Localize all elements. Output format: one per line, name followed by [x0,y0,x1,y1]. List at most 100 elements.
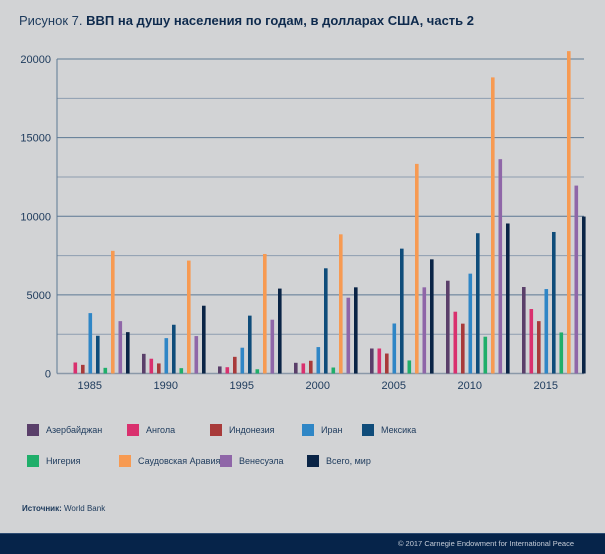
legend-item: Ангола [127,424,175,436]
bar-2000-5 [331,367,336,374]
bar-1990-7 [194,336,199,374]
legend-swatch [362,424,374,436]
legend-swatch [302,424,314,436]
legend-swatch [119,455,131,467]
bar-2005-2 [385,353,389,374]
x-tick-label: 1990 [154,380,178,392]
bar-2005-6 [415,163,419,374]
bar-2010-6 [491,77,495,374]
bar-1985-7 [118,321,123,374]
bar-1995-1 [225,367,230,374]
bar-2015-1 [529,309,534,374]
legend-item: Нигерия [27,455,81,467]
bar-2015-4 [552,231,556,374]
bar-1995-6 [263,253,267,374]
legend-swatch [220,455,232,467]
bar-2010-4 [476,233,480,374]
legend-item: Всего, мир [307,455,371,467]
x-axis-ticks: 1985 1990 1995 2000 2005 2010 2015 [78,380,558,392]
bar-1990-8 [202,305,206,374]
x-tick-label: 2010 [458,380,482,392]
y-tick-label: 5000 [27,290,51,302]
bar-2000-8 [354,287,358,374]
legend-item: Саудовская Аравия [119,455,220,467]
figure-number: Рисунок 7. [19,13,83,28]
bar-2015-6 [567,51,571,374]
y-tick-label: 20000 [20,54,51,66]
bar-2010-5 [483,336,488,374]
legend-swatch [210,424,222,436]
bar-2005-7 [422,287,427,374]
x-tick-label: 1985 [78,380,102,392]
bar-1995-8 [278,288,282,374]
bar-1990-2 [157,363,161,374]
bar-1990-4 [172,324,176,374]
bar-2010-1 [453,311,458,374]
bar-2000-4 [324,268,328,374]
figure-title: ВВП на душу населения по годам, в доллар… [86,13,474,28]
bar-2010-2 [461,323,465,374]
bar-1990-5 [179,368,184,374]
legend-item: Венесуэла [220,455,284,467]
bar-2010-3 [468,273,473,374]
x-tick-label: 2015 [534,380,558,392]
legend-label: Индонезия [229,425,275,435]
footer-bar: © 2017 Carnegie Endowment for Internatio… [0,533,605,554]
legend-label: Всего, мир [326,456,371,466]
bar-2015-5 [559,332,564,374]
bar-2015-7 [574,185,579,374]
bar-1990-1 [149,358,154,374]
bars [73,51,586,374]
bar-2015-2 [537,321,541,374]
bar-1995-4 [248,315,252,374]
bar-2000-6 [339,234,343,374]
bar-2015-3 [544,289,549,374]
legend-swatch [27,424,39,436]
copyright-text: © 2017 Carnegie Endowment for Internatio… [397,539,574,548]
bar-1995-7 [270,319,275,374]
x-tick-label: 1995 [230,380,254,392]
bar-1985-6 [111,250,115,374]
bar-2010-7 [498,159,503,374]
y-axis-ticks: 0 5000 10000 15000 20000 [20,54,51,381]
legend-label: Ангола [146,425,176,435]
legend-label: Иран [321,425,343,435]
bar-chart: 0 5000 10000 15000 20000 1985 1990 1995 2000 200… [20,51,586,392]
bar-1995-2 [233,356,237,374]
legend-label: Мексика [381,425,417,435]
legend-label: Саудовская Аравия [138,456,221,466]
legend-item: Мексика [362,424,416,436]
bar-1985-1 [73,362,78,374]
bar-2005-1 [377,348,382,374]
bar-2005-0 [370,348,374,374]
bar-2000-2 [309,360,313,374]
bar-1995-5 [255,369,260,374]
bar-2000-1 [301,363,306,374]
source-label: Источник: [22,504,62,513]
bar-2005-5 [407,360,412,374]
bar-2010-8 [506,223,510,374]
bar-1995-0 [218,366,222,374]
bar-2000-7 [346,297,351,374]
bar-2000-3 [316,347,321,374]
legend-item: Азербайджан [27,424,102,436]
y-tick-label: 0 [45,369,51,381]
bar-2010-0 [446,280,450,374]
source-note: Источник: World Bank [22,504,105,513]
bar-2015-8 [582,216,586,374]
bar-1985-3 [88,313,93,374]
legend-swatch [307,455,319,467]
bar-1990-3 [164,338,169,374]
legend-label: Венесуэла [239,456,284,466]
x-tick-label: 2005 [382,380,406,392]
bar-2005-8 [430,259,434,374]
bar-2005-3 [392,323,397,374]
legend-swatch [27,455,39,467]
bar-1985-4 [96,335,100,374]
x-tick-label: 2000 [306,380,330,392]
legend-swatch [127,424,139,436]
bar-1995-3 [240,347,245,374]
y-tick-label: 15000 [20,133,51,145]
legend-label: Нигерия [46,456,81,466]
y-tick-label: 10000 [20,211,51,223]
